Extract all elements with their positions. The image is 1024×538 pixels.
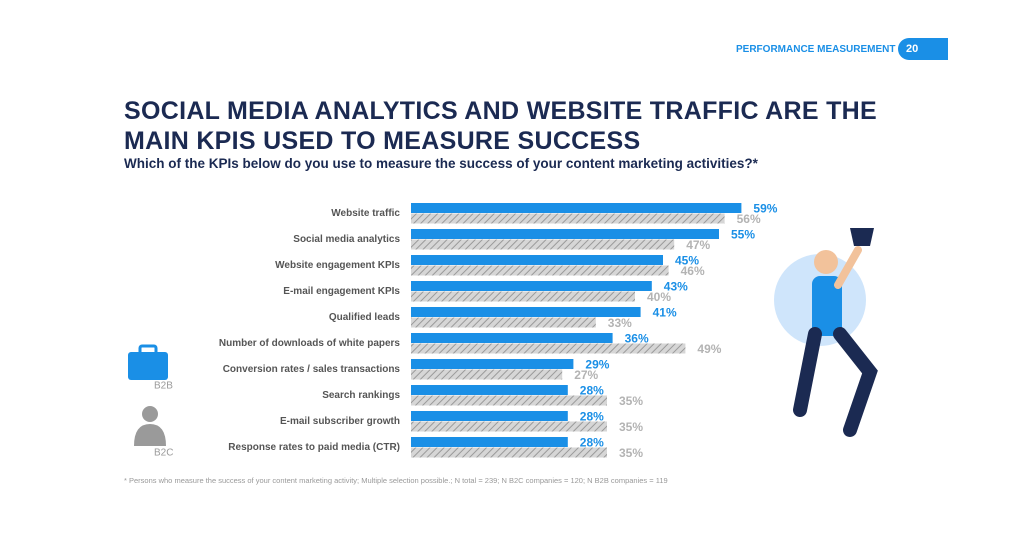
bar xyxy=(411,213,725,224)
legend-label: B2B xyxy=(154,381,173,392)
category-label: Search rankings xyxy=(322,390,400,401)
chart-title: SOCIAL MEDIA ANALYTICS AND WEBSITE TRAFF… xyxy=(124,97,877,155)
category-label: Social media analytics xyxy=(293,234,400,245)
value-label: 28% xyxy=(580,409,604,423)
legend-b2c-icon xyxy=(134,406,166,446)
bar xyxy=(411,385,568,395)
chart-subtitle: Which of the KPIs below do you use to me… xyxy=(124,156,758,171)
bar xyxy=(411,239,675,250)
value-label: 35% xyxy=(619,394,643,408)
bar xyxy=(411,359,574,369)
value-label: 47% xyxy=(686,238,710,252)
category-label: E-mail engagement KPIs xyxy=(283,286,400,297)
bar xyxy=(411,255,663,265)
category-label: Response rates to paid media (CTR) xyxy=(228,442,400,453)
category-label: Number of downloads of white papers xyxy=(219,338,401,349)
bar xyxy=(411,265,669,276)
value-label: 28% xyxy=(580,383,604,397)
value-label: 45% xyxy=(675,253,699,267)
bar xyxy=(411,203,742,213)
legend-label: B2C xyxy=(154,448,173,459)
bar xyxy=(411,229,719,239)
bar xyxy=(411,281,652,291)
bar xyxy=(411,369,563,380)
bar xyxy=(411,333,613,343)
value-label: 28% xyxy=(580,435,604,449)
value-label: 55% xyxy=(731,227,755,241)
section-label: PERFORMANCE MEASUREMENT xyxy=(736,44,896,55)
value-label: 33% xyxy=(608,316,632,330)
value-label: 36% xyxy=(625,331,649,345)
bar xyxy=(411,411,568,421)
value-label: 35% xyxy=(619,446,643,460)
value-label: 59% xyxy=(753,201,777,215)
legend-b2b-icon xyxy=(128,344,168,380)
footnote: * Persons who measure the success of you… xyxy=(124,476,668,485)
illustration xyxy=(793,228,878,437)
bar xyxy=(411,317,596,328)
bar xyxy=(411,307,641,317)
bar xyxy=(411,291,635,302)
value-label: 35% xyxy=(619,420,643,434)
category-label: Conversion rates / sales transactions xyxy=(223,364,401,375)
value-label: 56% xyxy=(737,212,761,226)
category-label: E-mail subscriber growth xyxy=(280,416,400,427)
value-label: 43% xyxy=(664,279,688,293)
bar xyxy=(411,343,686,354)
category-label: Website traffic xyxy=(331,208,400,219)
value-label: 29% xyxy=(585,357,609,371)
category-label: Website engagement KPIs xyxy=(275,260,400,271)
value-label: 46% xyxy=(681,264,705,278)
page-number: 20 xyxy=(898,38,948,60)
bar xyxy=(411,447,607,458)
bar xyxy=(411,421,607,432)
value-label: 27% xyxy=(574,368,598,382)
bar xyxy=(411,395,607,406)
bar xyxy=(411,437,568,447)
value-label: 49% xyxy=(697,342,721,356)
category-label: Qualified leads xyxy=(329,312,401,323)
value-label: 41% xyxy=(653,305,677,319)
value-label: 40% xyxy=(647,290,671,304)
